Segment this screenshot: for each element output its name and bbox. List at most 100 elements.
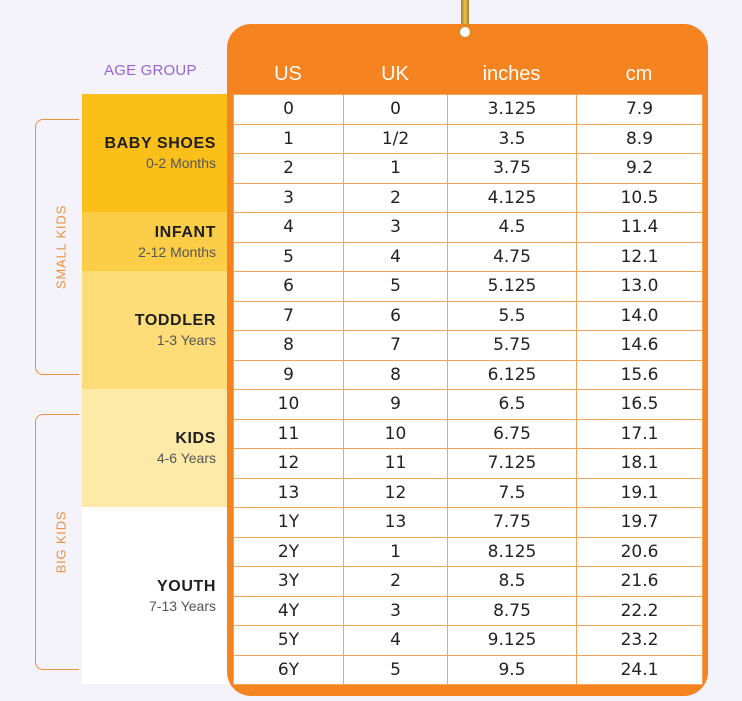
cell-us: 5Y [233,625,344,656]
cell-uk: 5 [343,271,448,302]
cell-uk: 2 [343,566,448,597]
cell-cm: 20.6 [576,536,703,567]
cell-inches: 3.5 [447,123,577,154]
cell-us: 12 [233,448,344,479]
cell-inches: 5.5 [447,300,577,331]
cell-uk: 11 [343,448,448,479]
cell-us: 8 [233,330,344,361]
cell-us: 4 [233,212,344,243]
cell-us: 11 [233,418,344,449]
table-row: 3 2 4.125 10.5 [233,182,703,213]
cell-inches: 8.75 [447,595,577,626]
cell-uk: 3 [343,212,448,243]
cell-cm: 14.0 [576,300,703,331]
cell-uk: 1/2 [343,123,448,154]
cell-us: 10 [233,389,344,420]
age-group-range: 2-12 Months [138,243,216,260]
cell-uk: 3 [343,595,448,626]
cell-inches: 3.75 [447,153,577,184]
cell-uk: 7 [343,330,448,361]
age-group-block: TODDLER 1-3 Years [82,271,232,389]
header-us: US [274,62,302,85]
cell-cm: 7.9 [576,94,703,125]
cell-uk: 9 [343,389,448,420]
cell-uk: 1 [343,153,448,184]
age-group-block: INFANT 2-12 Months [82,212,232,271]
cell-us: 2 [233,153,344,184]
cell-cm: 11.4 [576,212,703,243]
cell-us: 3 [233,182,344,213]
cell-uk: 0 [343,94,448,125]
cell-uk: 8 [343,359,448,390]
cell-cm: 22.2 [576,595,703,626]
age-group-name: KIDS [175,430,216,447]
cell-us: 6Y [233,654,344,685]
cell-uk: 2 [343,182,448,213]
age-group-range: 4-6 Years [156,450,216,466]
cell-uk: 4 [343,241,448,272]
age-group-name: BABY SHOES [104,135,216,152]
table-row: 9 8 6.125 15.6 [233,359,703,390]
header-inches: inches [482,62,541,85]
cell-inches: 8.125 [447,536,577,567]
header-uk: UK [381,62,409,85]
cell-inches: 8.5 [447,566,577,597]
cell-cm: 9.2 [576,153,703,184]
age-group-name: TODDLER [134,312,216,329]
cell-uk: 4 [343,625,448,656]
cell-cm: 21.6 [576,566,703,597]
cell-cm: 18.1 [576,448,703,479]
cell-inches: 6.5 [447,389,577,420]
table-row: 2 1 3.75 9.2 [233,153,703,184]
table-row: 13 12 7.5 19.1 [233,477,703,508]
age-group-block: YOUTH 7-13 Years [82,507,232,684]
cell-cm: 24.1 [576,654,703,685]
cell-cm: 19.7 [576,507,703,538]
table-row: 3Y 2 8.5 21.6 [233,566,703,597]
cell-uk: 6 [343,300,448,331]
cell-uk: 10 [343,418,448,449]
cell-inches: 7.5 [447,477,577,508]
table-row: 10 9 6.5 16.5 [233,389,703,420]
age-group-header: AGE GROUP [104,62,197,79]
cell-cm: 17.1 [576,418,703,449]
table-row: 11 10 6.75 17.1 [233,418,703,449]
cell-inches: 7.75 [447,507,577,538]
cell-cm: 15.6 [576,359,703,390]
cell-us: 3Y [233,566,344,597]
age-group-range: 7-13 Years [149,597,216,614]
column-headers: US UK inches cm [233,58,702,90]
hanger-hook [461,0,469,24]
age-bracket [35,118,79,375]
cell-us: 5 [233,241,344,272]
age-group-block: BABY SHOES 0-2 Months [82,94,232,212]
cell-cm: 23.2 [576,625,703,656]
cell-cm: 14.6 [576,330,703,361]
cell-inches: 4.5 [447,212,577,243]
age-group-name: YOUTH [157,577,216,595]
age-bracket [35,413,79,670]
table-row: 6Y 5 9.5 24.1 [233,654,703,685]
table-row: 4Y 3 8.75 22.2 [233,595,703,626]
cell-us: 7 [233,300,344,331]
cell-inches: 9.5 [447,654,577,685]
table-row: 1Y 13 7.75 19.7 [233,507,703,538]
size-table: 0 0 3.125 7.9 1 1/2 3.5 8.9 2 1 3.75 9.2 3 2 4.125 10.5… [233,94,703,685]
table-row: 2Y 1 8.125 20.6 [233,536,703,567]
cell-us: 0 [233,94,344,125]
cell-inches: 5.75 [447,330,577,361]
cell-inches: 6.125 [447,359,577,390]
cell-cm: 13.0 [576,271,703,302]
cell-inches: 4.75 [447,241,577,272]
table-row: 0 0 3.125 7.9 [233,94,703,125]
age-group-block: KIDS 4-6 Years [82,389,232,507]
table-row: 5Y 4 9.125 23.2 [233,625,703,656]
table-row: 12 11 7.125 18.1 [233,448,703,479]
cell-inches: 6.75 [447,418,577,449]
age-group-name: INFANT [154,223,216,241]
cell-us: 1 [233,123,344,154]
cell-inches: 7.125 [447,448,577,479]
cell-inches: 5.125 [447,271,577,302]
cell-us: 2Y [233,536,344,567]
table-row: 6 5 5.125 13.0 [233,271,703,302]
